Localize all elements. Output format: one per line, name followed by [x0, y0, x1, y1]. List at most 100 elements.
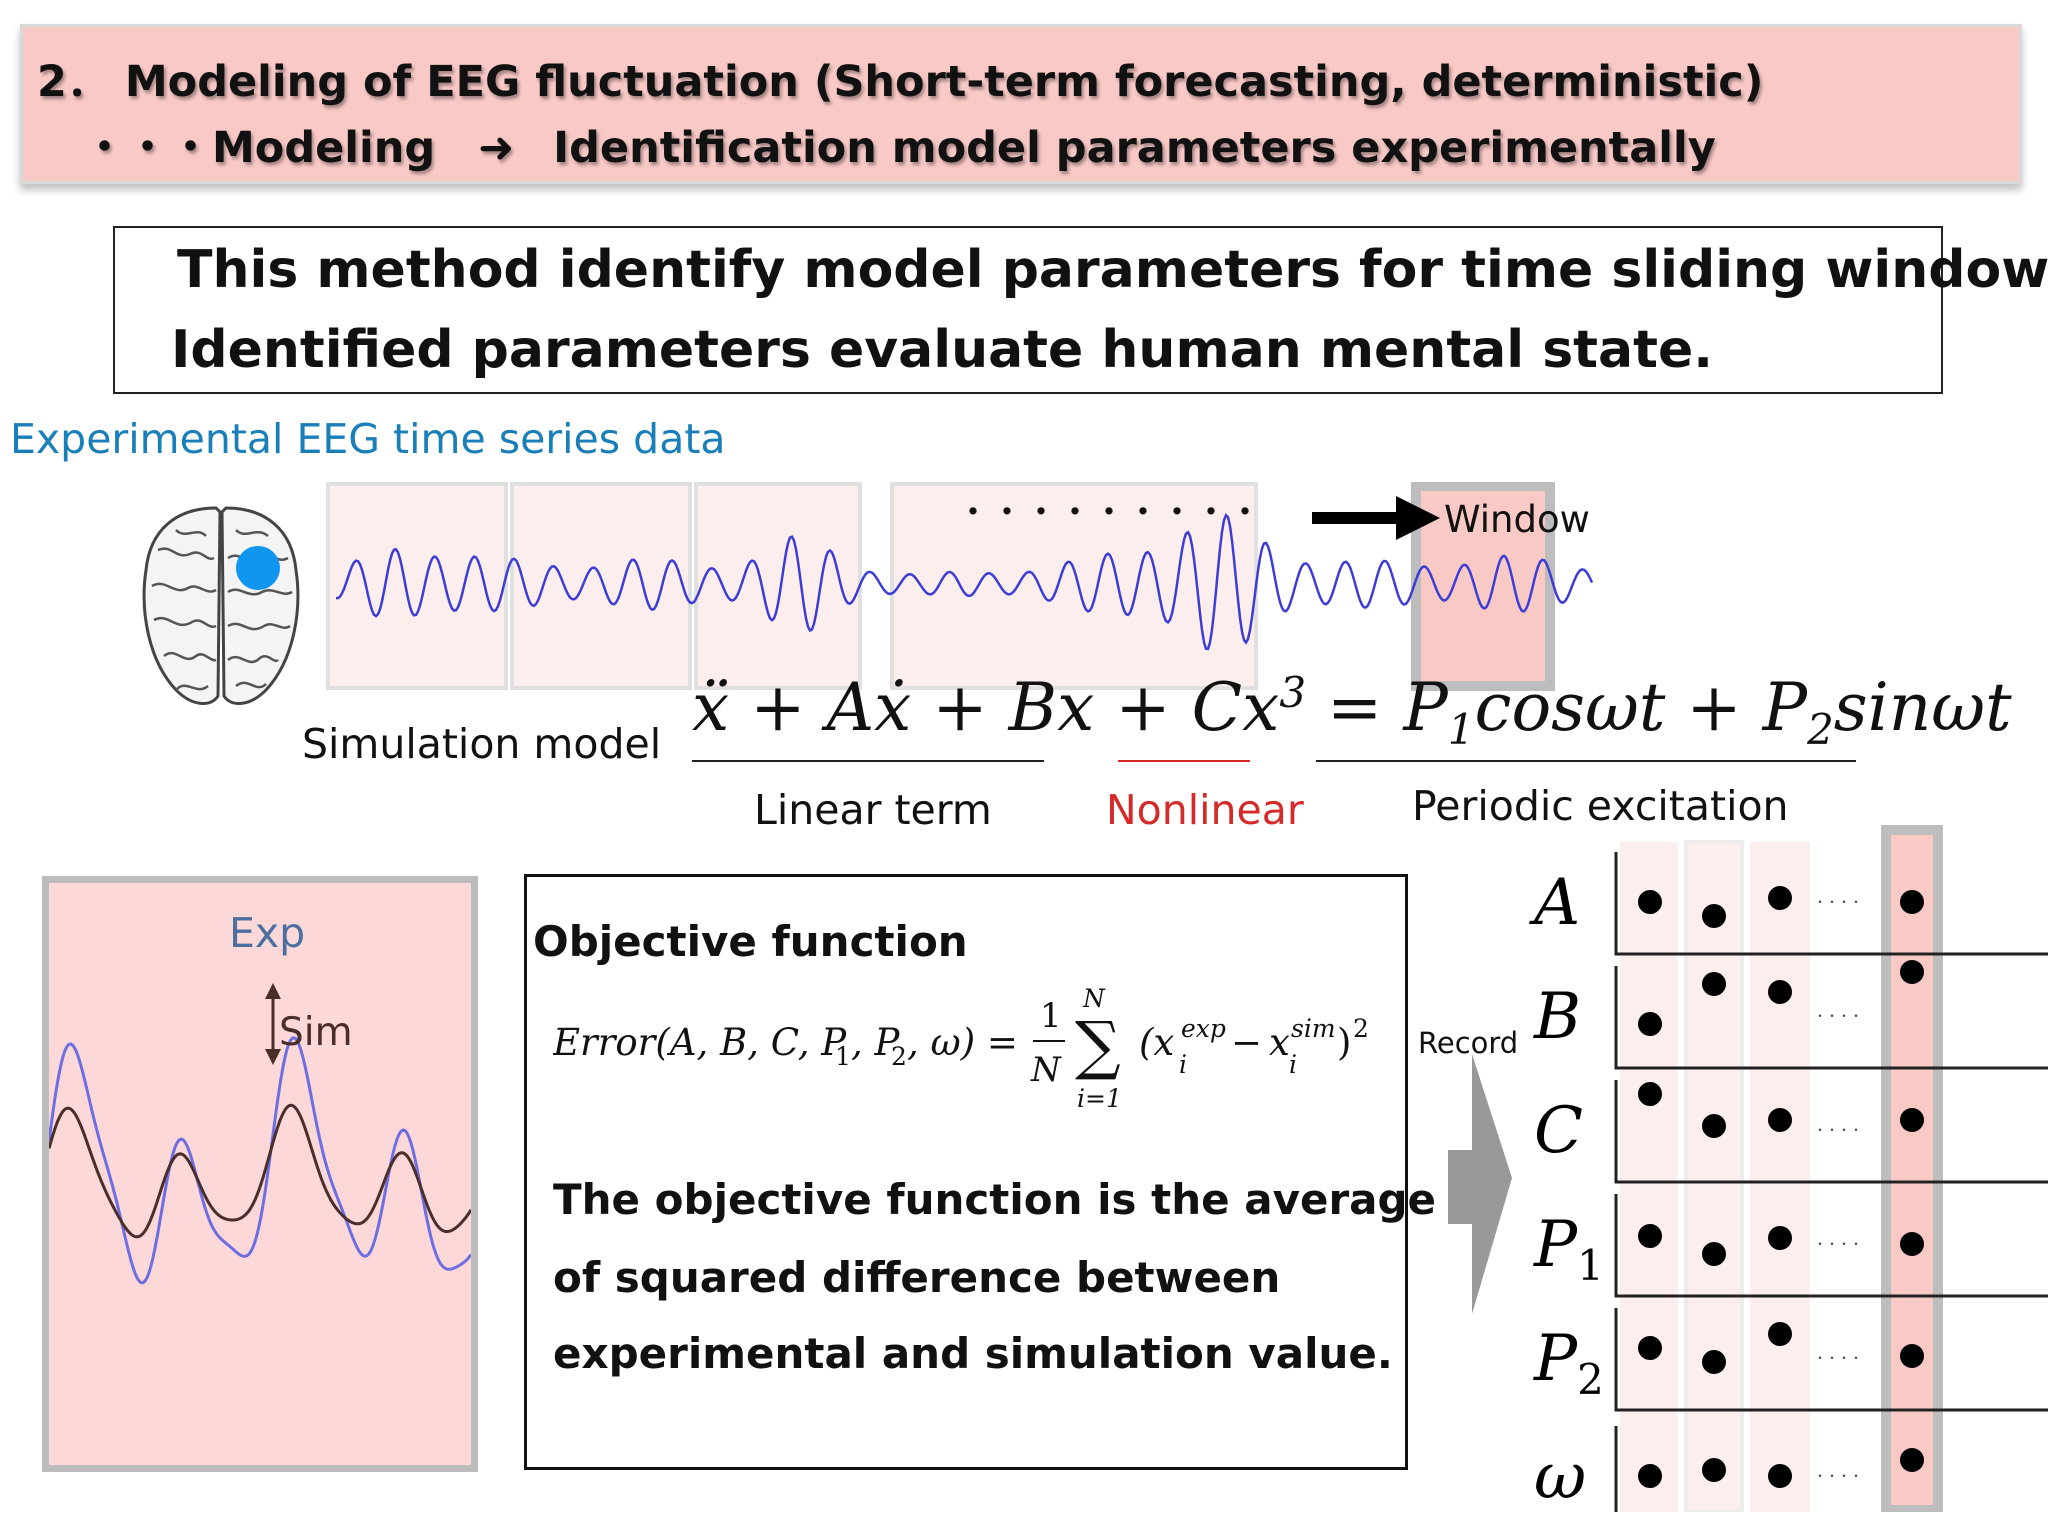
eeg-waveform: [336, 512, 1594, 651]
param-dot: [1638, 1082, 1662, 1106]
window-3: [694, 482, 862, 690]
difference-arrow-up: [265, 983, 281, 999]
param-label-4: P2: [1533, 1322, 1604, 1404]
param-dot: [1768, 886, 1792, 910]
svg-text:2: 2: [891, 1042, 907, 1071]
param-label-0: A: [1529, 866, 1580, 940]
param-dot: [1638, 890, 1662, 914]
exp-sim-plot: Exp Sim: [49, 909, 471, 1285]
param-axis-1: [1614, 966, 2048, 1070]
window-label: Window: [1444, 498, 1590, 541]
exp-label: Exp: [229, 909, 305, 957]
svg-text:2: 2: [1353, 1014, 1369, 1043]
linear-term-label: Linear term: [754, 786, 992, 834]
param-ellipsis: ・・・・: [1814, 1351, 1862, 1365]
svg-text:−: −: [1231, 1021, 1262, 1064]
window-dots: ・・・・・・・・・: [956, 493, 1262, 533]
svg-text:i=1: i=1: [1077, 1084, 1122, 1113]
periodic-term-underline: [1316, 760, 1856, 762]
svg-text:(x: (x: [1139, 1021, 1174, 1064]
svg-text:, ω) =: , ω) =: [907, 1021, 1018, 1064]
svg-text:sim: sim: [1291, 1014, 1336, 1043]
arrow-right-icon: ➜: [478, 123, 515, 173]
difference-arrow-down: [265, 1049, 281, 1065]
param-dot: [1768, 1464, 1792, 1488]
param-dot: [1702, 1242, 1726, 1266]
window-4: [890, 482, 1258, 690]
parameter-record-grid: A ・・・・ B ・・・・ C ・・・・ P1 ・・・・ P2 ・・・・ ω ・・・・: [1529, 825, 2048, 1512]
objective-desc-3: experimental and simulation value.: [553, 1329, 1393, 1378]
param-ellipsis: ・・・・: [1814, 895, 1862, 909]
param-label-1: B: [1533, 980, 1581, 1054]
param-label-2: C: [1534, 1094, 1583, 1168]
param-dot: [1638, 1224, 1662, 1248]
param-dot: [1768, 1226, 1792, 1250]
param-ellipsis: ・・・・: [1814, 1469, 1862, 1483]
window-current: [1411, 482, 1555, 691]
param-axis-3: [1614, 1194, 2048, 1298]
nonlinear-term-underline: [1118, 760, 1250, 762]
param-dot: [1768, 1108, 1792, 1132]
param-axis-2: [1614, 1080, 2048, 1184]
param-ellipsis: ・・・・: [1814, 1123, 1862, 1137]
svg-text:x: x: [1269, 1021, 1290, 1064]
param-dot: [1768, 1322, 1792, 1346]
param-dot: [1702, 904, 1726, 928]
sim-curve: [49, 1103, 471, 1239]
exp-sim-panel: Exp Sim: [42, 876, 478, 1472]
param-dot: [1702, 1458, 1726, 1482]
param-dot: [1900, 1448, 1924, 1472]
svg-text:i: i: [1289, 1050, 1297, 1079]
brain-icon: [142, 506, 300, 705]
param-dot: [1702, 972, 1726, 996]
param-axis-0: [1614, 852, 2048, 956]
param-label-3: P1: [1533, 1208, 1604, 1290]
svg-text:1: 1: [1040, 996, 1062, 1036]
param-dot: [1702, 1114, 1726, 1138]
intro-line-2: Identified parameters evaluate human men…: [171, 320, 1713, 380]
svg-text:N: N: [1082, 984, 1106, 1013]
svg-text:Error(A, B, C, P: Error(A, B, C, P: [553, 1021, 847, 1064]
param-dot: [1638, 1464, 1662, 1488]
window-2: [510, 482, 692, 690]
param-axis-5: [1614, 1426, 1618, 1512]
svg-text:N: N: [1030, 1050, 1062, 1090]
param-dot: [1638, 1336, 1662, 1360]
nonlinear-term-label: Nonlinear: [1106, 786, 1304, 834]
objective-function-box: Objective function Error(A, B, C, P 1 , …: [524, 874, 1436, 1470]
objective-desc-2: of squared difference between: [553, 1253, 1281, 1302]
svg-text:1: 1: [835, 1042, 851, 1071]
param-ellipsis: ・・・・: [1814, 1237, 1862, 1251]
param-dot: [1900, 1232, 1924, 1256]
eeg-data-label: Experimental EEG time series data: [10, 415, 726, 463]
intro-box: This method identify model parameters fo…: [113, 226, 2048, 394]
record-arrow-icon: [1448, 1054, 1512, 1314]
svg-text:i: i: [1179, 1050, 1187, 1079]
svg-text:∑: ∑: [1075, 1009, 1121, 1083]
param-dot: [1768, 980, 1792, 1004]
eeg-time-series: ・・・・・・・・・ Window: [326, 482, 1594, 691]
linear-term-underline: [692, 760, 1044, 762]
objective-formula: Error(A, B, C, P 1 , P 2 , ω) = 1 N N ∑ …: [553, 984, 1369, 1113]
param-label-5: ω: [1534, 1440, 1586, 1512]
electrode-marker: [236, 546, 280, 590]
section-subtitle: ・・・Modeling ➜ Identification model param…: [83, 113, 1716, 175]
param-dot: [1638, 1012, 1662, 1036]
window-1: [326, 482, 508, 690]
intro-line-1: This method identify model parameters fo…: [177, 240, 2048, 300]
svg-text:exp: exp: [1181, 1014, 1226, 1043]
param-dot: [1900, 890, 1924, 914]
section-banner: 2． Modeling of EEG fluctuation (Short-te…: [20, 24, 2022, 184]
param-dot: [1702, 1350, 1726, 1374]
objective-desc-1: The objective function is the average: [553, 1175, 1437, 1224]
simulation-model-label: Simulation model: [302, 720, 662, 768]
subtitle-prefix: ・・・Modeling: [83, 123, 436, 173]
record-column-current: [1881, 825, 1943, 1512]
svg-text:): ): [1337, 1021, 1351, 1064]
objective-title: Objective function: [533, 917, 968, 966]
param-dot: [1900, 960, 1924, 984]
periodic-term-label: Periodic excitation: [1412, 782, 1789, 830]
section-title: 2． Modeling of EEG fluctuation (Short-te…: [37, 57, 1764, 107]
subtitle-suffix: Identification model parameters experime…: [553, 123, 1716, 173]
param-axis-4: [1614, 1308, 2048, 1412]
